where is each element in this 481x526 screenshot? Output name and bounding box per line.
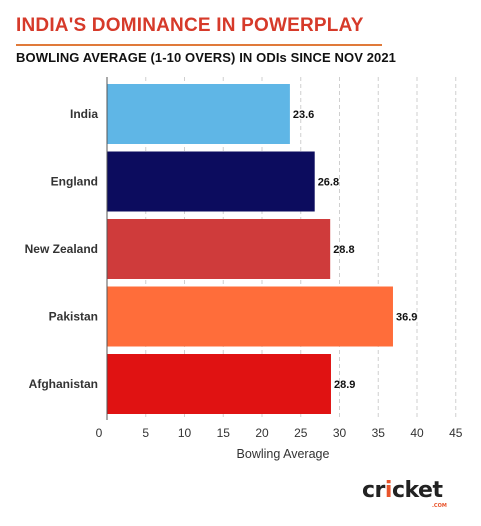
bar bbox=[107, 286, 393, 347]
data-label: 28.9 bbox=[334, 379, 355, 391]
data-label: 28.8 bbox=[333, 244, 354, 256]
x-axis-title: Bowling Average bbox=[237, 447, 330, 461]
category-label: Afghanistan bbox=[29, 377, 98, 391]
category-label: India bbox=[70, 107, 98, 121]
cricket-logo: cricket bbox=[362, 478, 443, 503]
category-label: Pakistan bbox=[49, 310, 98, 324]
x-tick-label: 30 bbox=[333, 426, 347, 440]
x-tick-label: 45 bbox=[449, 426, 463, 440]
x-tick-label: 20 bbox=[255, 426, 269, 440]
title-underline bbox=[16, 44, 382, 46]
category-label: New Zealand bbox=[25, 242, 98, 256]
data-label: 23.6 bbox=[293, 109, 314, 121]
x-tick-label: 15 bbox=[217, 426, 231, 440]
bar bbox=[107, 151, 315, 212]
data-label: 36.9 bbox=[396, 312, 417, 324]
x-tick-label: 40 bbox=[410, 426, 424, 440]
category-label: England bbox=[51, 175, 98, 189]
cricket-logo-domain: .COM bbox=[432, 503, 447, 509]
x-tick-label: 25 bbox=[294, 426, 308, 440]
x-tick-label: 0 bbox=[96, 426, 103, 440]
chart-title: INDIA'S DOMINANCE IN POWERPLAY bbox=[16, 15, 364, 36]
chart-subtitle: BOWLING AVERAGE (1-10 OVERS) IN ODIs SIN… bbox=[16, 50, 397, 65]
x-tick-label: 35 bbox=[372, 426, 386, 440]
bar bbox=[107, 84, 290, 144]
bar bbox=[107, 354, 331, 414]
data-label: 26.8 bbox=[318, 177, 339, 189]
x-tick-label: 5 bbox=[142, 426, 149, 440]
bar bbox=[107, 219, 331, 279]
x-tick-label: 10 bbox=[178, 426, 192, 440]
